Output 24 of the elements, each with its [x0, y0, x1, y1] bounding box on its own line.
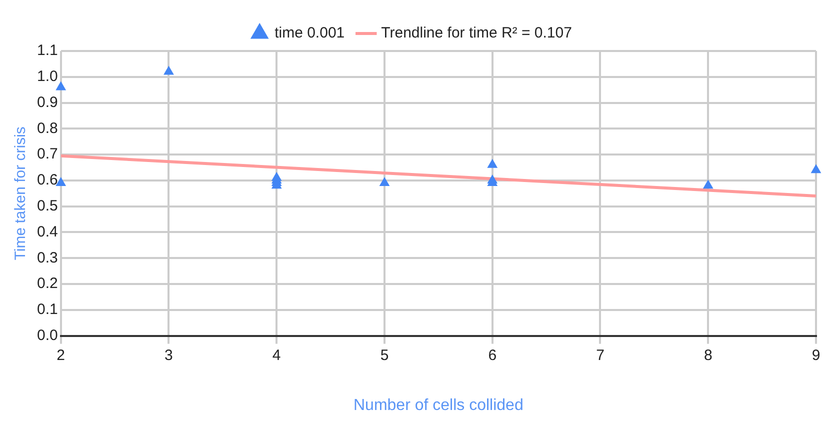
x-tick-label: 5: [380, 346, 389, 364]
y-tick-label: 0.9: [36, 94, 58, 111]
x-tick-label: 4: [272, 346, 281, 364]
y-tick-label: 1.0: [36, 68, 58, 86]
y-tick-label: 0.8: [36, 120, 58, 137]
y-tick-label: 0.2: [36, 275, 58, 292]
x-tick-label: 6: [488, 346, 497, 364]
y-tick-label: 1.1: [36, 42, 58, 60]
y-tick-label: 0.0: [36, 326, 58, 344]
y-tick-label: 0.3: [36, 249, 58, 266]
x-tick-label: 7: [596, 346, 604, 364]
y-tick-label: 0.7: [36, 146, 58, 163]
y-tick-label: 0.6: [36, 172, 58, 189]
x-tick-label: 2: [56, 346, 66, 364]
x-tick-label: 8: [704, 346, 712, 364]
y-tick-label: 0.4: [36, 223, 58, 240]
y-axis-title: Time taken for crisis: [12, 126, 30, 260]
x-axis-title: Number of cells collided: [353, 396, 524, 414]
x-tick-label: 3: [164, 346, 173, 364]
y-tick-label: 0.1: [36, 301, 58, 318]
legend-label: time 0.001: [274, 24, 345, 42]
y-tick-label: 0.5: [36, 197, 58, 214]
legend-label: Trendline for time R² = 0.107: [381, 24, 572, 42]
x-tick-label: 9: [812, 346, 820, 364]
